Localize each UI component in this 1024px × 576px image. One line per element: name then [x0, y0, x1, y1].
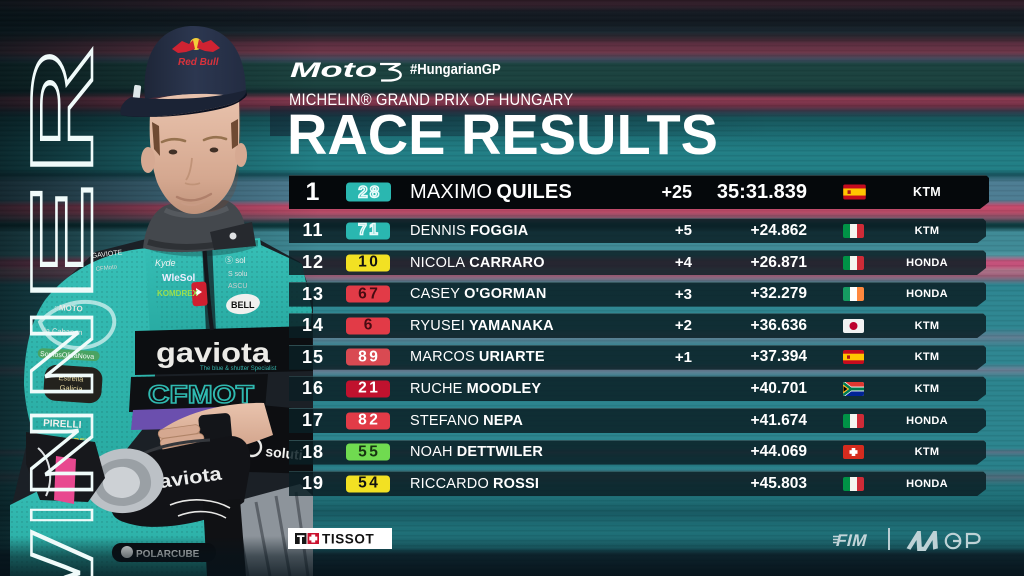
svg-text:N: N [12, 407, 111, 498]
svg-text:W: W [12, 532, 111, 576]
svg-text:CFMoto: CFMoto [96, 264, 119, 273]
svg-text:FIM: FIM [834, 530, 870, 550]
svg-text:WleSol: WleSol [162, 273, 196, 284]
svg-text:E: E [12, 183, 111, 302]
svg-text:BELL: BELL [231, 300, 255, 310]
svg-text:R: R [12, 47, 111, 176]
svg-text:Estrella: Estrella [58, 373, 84, 384]
svg-text:PIRELLI: PIRELLI [43, 418, 82, 431]
svg-text:gaviota: gaviota [156, 337, 270, 368]
svg-text:GAVIOTE: GAVIOTE [91, 249, 123, 260]
svg-text:I: I [12, 505, 111, 525]
svg-text:Galicia: Galicia [59, 383, 83, 394]
svg-text:Ⓢ sol: Ⓢ sol [225, 256, 246, 265]
svg-text:TISSOT: TISSOT [322, 532, 375, 547]
svg-text:Moto: Moto [290, 60, 377, 82]
svg-text:The blue & shutter Specialist: The blue & shutter Specialist [200, 366, 277, 372]
svg-text:N: N [12, 309, 111, 400]
svg-text:KOMDREX: KOMDREX [157, 289, 199, 298]
svg-text:○MOTO: ○MOTO [54, 303, 83, 313]
svg-text:la Cabanon: la Cabanon [44, 326, 83, 337]
svg-text:S solu: S solu [228, 271, 248, 278]
svg-text:Kyde: Kyde [155, 258, 176, 268]
svg-text:ASCU: ASCU [228, 283, 247, 290]
svg-text:SomosOlivaNova: SomosOlivaNova [40, 351, 94, 361]
svg-text:Red Bull: Red Bull [178, 57, 219, 68]
